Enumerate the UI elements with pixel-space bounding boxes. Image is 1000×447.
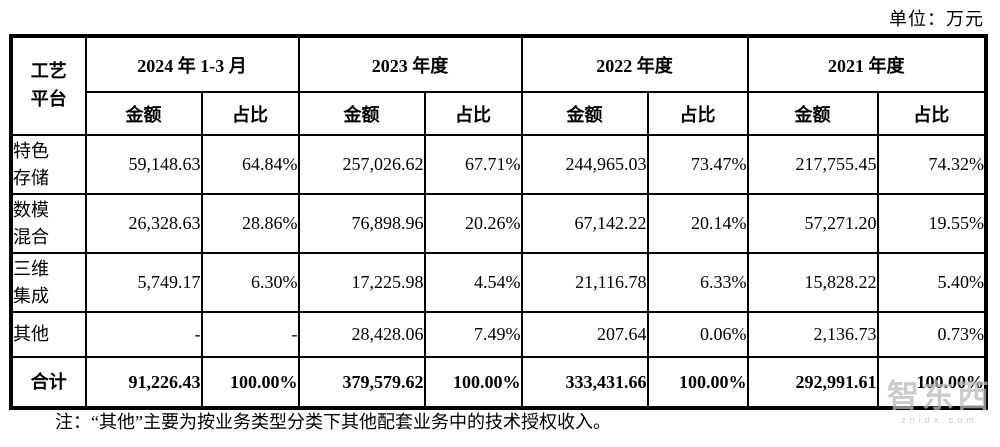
cell-ratio: 28.86%: [200, 193, 300, 254]
cell-amount: 57,271.20: [746, 193, 879, 254]
watermark-domain: zhidx.com: [901, 415, 978, 425]
header-row-periods: 工艺 平台 2024 年 1-3 月 2023 年度 2022 年度 2021 …: [10, 35, 987, 136]
cell-amount: 67,142.22: [520, 193, 649, 254]
table-row-total: 合计 91,226.43 100.00% 379,579.62 100.00% …: [10, 356, 987, 409]
cell-amount: 76,898.96: [297, 193, 426, 254]
period-header-2024q1: 2024 年 1-3 月: [84, 35, 300, 93]
subheader-amount-2023: 金额: [297, 91, 426, 136]
period-header-2023: 2023 年度: [297, 35, 523, 93]
cell-ratio: 19.55%: [876, 193, 987, 254]
cell-ratio: 6.30%: [200, 252, 300, 313]
cell-ratio: -: [200, 311, 300, 358]
cell-ratio: 73.47%: [646, 134, 749, 195]
cell-amount: 21,116.78: [520, 252, 649, 313]
period-header-2021: 2021 年度: [746, 35, 987, 93]
cell-ratio: 4.54%: [423, 252, 523, 313]
corner-header-process-platform: 工艺 平台: [10, 35, 87, 136]
row-label: 数模 混合: [10, 193, 87, 254]
cell-amount: 91,226.43: [84, 356, 203, 409]
cell-ratio: 100.00%: [423, 356, 523, 409]
table-row-other: 其他 - - 28,428.06 7.49% 207.64 0.06% 2,13…: [10, 311, 987, 358]
cell-ratio: 100.00%: [646, 356, 749, 409]
cell-ratio: 74.32%: [876, 134, 987, 195]
table-row-mixed-signal: 数模 混合 26,328.63 28.86% 76,898.96 20.26% …: [10, 193, 987, 254]
subheader-amount-2024: 金额: [84, 91, 203, 136]
subheader-ratio-2023: 占比: [423, 91, 523, 136]
table-row-3d-integration: 三维 集成 5,749.17 6.30% 17,225.98 4.54% 21,…: [10, 252, 987, 313]
period-header-2022: 2022 年度: [520, 35, 749, 93]
cell-amount: 257,026.62: [297, 134, 426, 195]
subheader-amount-2022: 金额: [520, 91, 649, 136]
cell-amount: 59,148.63: [84, 134, 203, 195]
row-label: 其他: [10, 311, 87, 358]
cell-amount: 244,965.03: [520, 134, 649, 195]
subheader-ratio-2021: 占比: [876, 91, 987, 136]
cell-ratio: 6.33%: [646, 252, 749, 313]
table-row-specialty-storage: 特色 存储 59,148.63 64.84% 257,026.62 67.71%…: [10, 134, 987, 195]
cell-amount: 2,136.73: [746, 311, 879, 358]
process-platform-revenue-table: 工艺 平台 2024 年 1-3 月 2023 年度 2022 年度 2021 …: [9, 34, 988, 410]
header-row-subcolumns: 金额 占比 金额 占比 金额 占比 金额 占比: [12, 91, 987, 136]
cell-amount: 26,328.63: [84, 193, 203, 254]
cell-ratio: 64.84%: [200, 134, 300, 195]
footnote: 注：“其他”主要为按业务类型分类下其他配套业务中的技术授权收入。: [55, 412, 611, 432]
cell-amount: 17,225.98: [297, 252, 426, 313]
cell-ratio: 20.14%: [646, 193, 749, 254]
cell-amount: 217,755.45: [746, 134, 879, 195]
row-label: 三维 集成: [10, 252, 87, 313]
cell-amount: 333,431.66: [520, 356, 649, 409]
row-label: 特色 存储: [10, 134, 87, 195]
subheader-ratio-2024: 占比: [200, 91, 300, 136]
cell-ratio: 7.49%: [423, 311, 523, 358]
cell-ratio: 0.73%: [876, 311, 987, 358]
cell-ratio: 0.06%: [646, 311, 749, 358]
row-label-total: 合计: [10, 356, 87, 409]
cell-amount: -: [84, 311, 203, 358]
cell-amount: 5,749.17: [84, 252, 203, 313]
cell-ratio: 5.40%: [876, 252, 987, 313]
cell-amount: 15,828.22: [746, 252, 879, 313]
cell-ratio: 67.71%: [423, 134, 523, 195]
subheader-amount-2021: 金额: [746, 91, 879, 136]
unit-label: 单位：万元: [889, 9, 984, 29]
cell-ratio: 20.26%: [423, 193, 523, 254]
cell-amount: 28,428.06: [297, 311, 426, 358]
cell-ratio: 100.00%: [876, 356, 987, 409]
cell-amount: 379,579.62: [297, 356, 426, 409]
cell-ratio: 100.00%: [200, 356, 300, 409]
subheader-ratio-2022: 占比: [646, 91, 749, 136]
cell-amount: 207.64: [520, 311, 649, 358]
cell-amount: 292,991.61: [746, 356, 879, 409]
